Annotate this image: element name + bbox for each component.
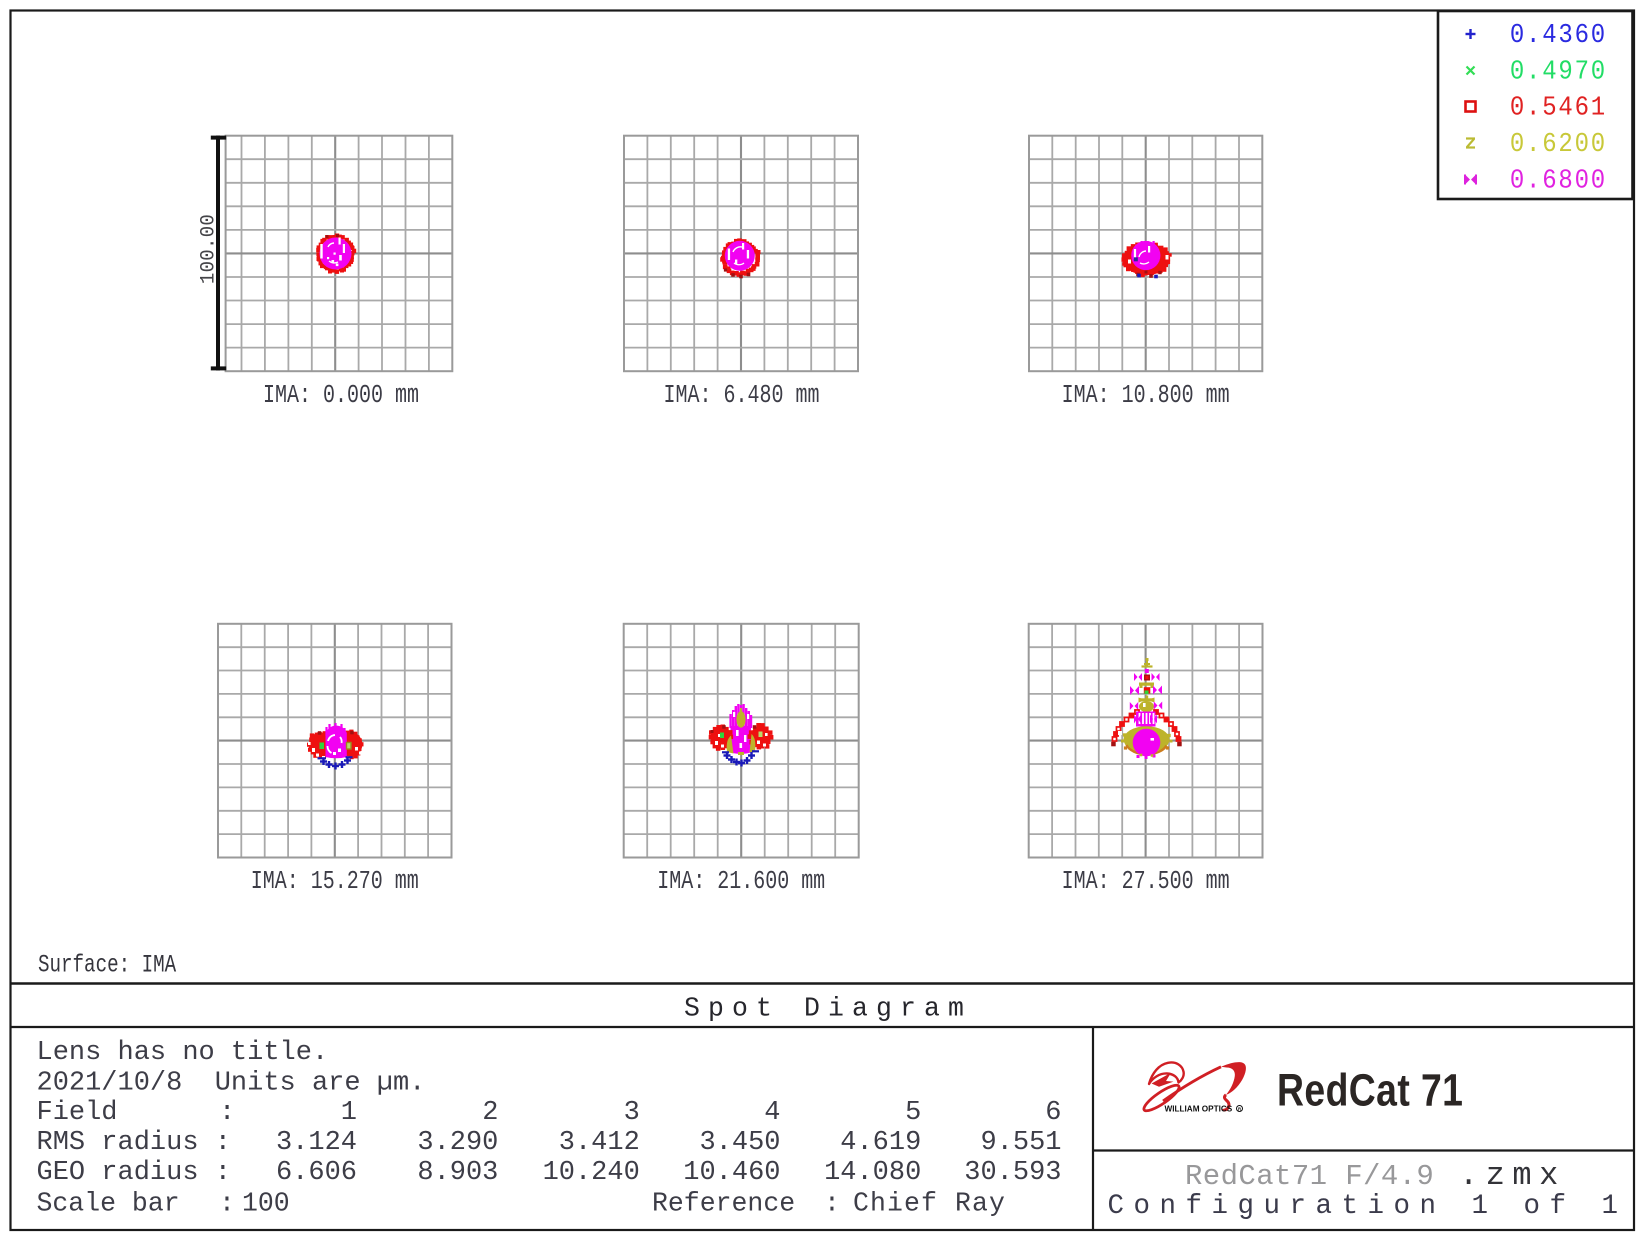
svg-text:Surface: IMA: Surface: IMA [38, 950, 177, 979]
svg-text:R: R [1238, 1107, 1242, 1112]
svg-text:10.240: 10.240 [543, 1158, 640, 1188]
svg-text:RedCat 71: RedCat 71 [1277, 1065, 1463, 1115]
svg-text:100.00: 100.00 [197, 214, 220, 284]
svg-text:IMA: 21.600 mm: IMA: 21.600 mm [657, 867, 825, 896]
svg-text:Configuration 1 of 1: Configuration 1 of 1 [1108, 1191, 1628, 1222]
svg-text::: : [219, 1098, 235, 1128]
svg-text:0.5461: 0.5461 [1510, 92, 1607, 123]
svg-text:Lens has no title.: Lens has no title. [37, 1038, 329, 1068]
svg-text:IMA: 10.800 mm: IMA: 10.800 mm [1062, 381, 1230, 410]
svg-text:IMA: 6.480 mm: IMA: 6.480 mm [664, 381, 820, 410]
svg-text:3.412: 3.412 [559, 1128, 640, 1158]
svg-text:100: 100 [242, 1189, 290, 1219]
svg-text:0.4360: 0.4360 [1510, 20, 1607, 51]
svg-text:.zmx: .zmx [1459, 1157, 1566, 1194]
svg-text:GEO radius :: GEO radius : [37, 1158, 231, 1188]
svg-text:Spot Diagram: Spot Diagram [684, 994, 972, 1024]
svg-text:2: 2 [482, 1098, 498, 1128]
svg-text:Reference: Reference [652, 1189, 795, 1219]
svg-text:0.4970: 0.4970 [1510, 56, 1607, 87]
svg-text:2021/10/8 Units are µm.: 2021/10/8 Units are µm. [37, 1069, 426, 1099]
svg-text:9.551: 9.551 [980, 1128, 1061, 1158]
svg-text:RMS radius :: RMS radius : [37, 1128, 231, 1158]
svg-text:30.593: 30.593 [964, 1158, 1061, 1188]
svg-text:8.903: 8.903 [417, 1158, 498, 1188]
svg-text:5: 5 [905, 1098, 921, 1128]
svg-text:WILLIAM OPTICS: WILLIAM OPTICS [1165, 1105, 1233, 1114]
svg-text:3.450: 3.450 [699, 1128, 780, 1158]
svg-text::: : [824, 1189, 840, 1219]
svg-text:4: 4 [764, 1098, 780, 1128]
svg-text::: : [219, 1189, 235, 1219]
svg-text:3: 3 [624, 1098, 640, 1128]
svg-text:IMA: 15.270 mm: IMA: 15.270 mm [251, 867, 419, 896]
svg-text:1: 1 [341, 1098, 357, 1128]
svg-text:6: 6 [1045, 1098, 1061, 1128]
svg-text:6.606: 6.606 [276, 1158, 357, 1188]
svg-text:10.460: 10.460 [683, 1158, 780, 1188]
svg-text:Field: Field [37, 1098, 118, 1128]
svg-text:0.6200: 0.6200 [1510, 129, 1607, 160]
svg-text:0.6800: 0.6800 [1510, 165, 1607, 196]
svg-text:RedCat71 F/4.9: RedCat71 F/4.9 [1185, 1160, 1434, 1193]
svg-text:4.619: 4.619 [840, 1128, 921, 1158]
svg-text:IMA: 27.500 mm: IMA: 27.500 mm [1062, 867, 1230, 896]
svg-text:Scale bar: Scale bar [37, 1189, 180, 1219]
svg-text:3.124: 3.124 [276, 1128, 357, 1158]
svg-text:14.080: 14.080 [824, 1158, 921, 1188]
svg-text:IMA: 0.000 mm: IMA: 0.000 mm [263, 381, 419, 410]
svg-text:Chief Ray: Chief Ray [853, 1189, 1006, 1219]
svg-text:3.290: 3.290 [417, 1128, 498, 1158]
